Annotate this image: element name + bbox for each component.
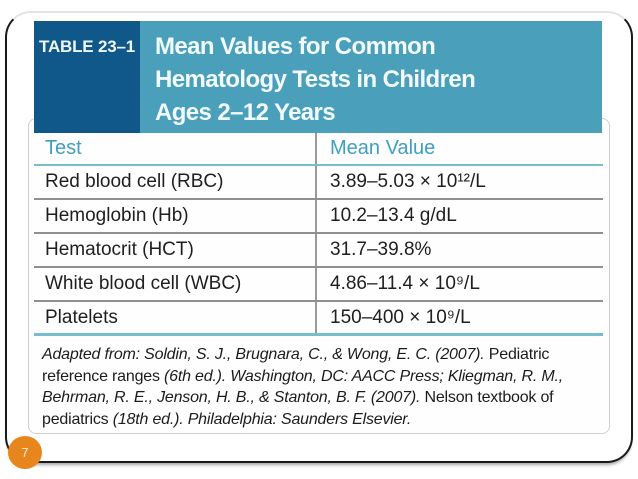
table-title-line-2: Hematology Tests in Children	[155, 66, 476, 93]
column-header-mean-value: Mean Value	[330, 137, 436, 159]
table-number-box: TABLE 23–1	[34, 21, 140, 133]
page-number-badge: 7	[8, 436, 42, 469]
scanned-table-box	[28, 118, 610, 434]
citation-segment: (18th ed.). Philadelphia: Saunders Elsev…	[112, 410, 412, 428]
hematology-table: Test Mean Value Red blood cell (RBC) 3.8…	[34, 133, 603, 336]
table-row: Hematocrit (HCT) 31.7–39.8%	[34, 234, 603, 268]
mean-value-cell: 3.89–5.03 × 10¹²/L	[330, 171, 486, 192]
citation-segment: (6th ed.). Washington, DC: AACC Press; K…	[42, 367, 563, 407]
citation-note: Adapted from: Soldin, S. J., Brugnara, C…	[42, 344, 602, 430]
table-title-box: Mean Values for Common Hematology Tests …	[140, 21, 602, 133]
table-title-line-1: Mean Values for Common	[155, 33, 436, 60]
table-title-line-3: Ages 2–12 Years	[155, 99, 336, 126]
test-name-cell: Hematocrit (HCT)	[34, 234, 317, 266]
table-number-label: TABLE 23–1	[39, 37, 135, 56]
mean-value-cell: 150–400 × 10⁹/L	[330, 306, 471, 328]
table-row: Platelets 150–400 × 10⁹/L	[34, 302, 603, 336]
citation-segment: Adapted from: Soldin, S. J., Brugnara, C…	[42, 346, 489, 363]
table-row: White blood cell (WBC) 4.86–11.4 × 10⁹/L	[34, 268, 603, 302]
citation-segment: Pediatric reference ranges	[42, 346, 550, 385]
page-number: 7	[21, 445, 29, 460]
citation-segment: Nelson textbook of pediatrics	[42, 389, 554, 428]
test-name-cell: Red blood cell (RBC)	[34, 166, 317, 198]
test-name-cell: Hemoglobin (Hb)	[34, 200, 317, 232]
test-name-cell: Platelets	[34, 302, 317, 333]
test-name-cell: White blood cell (WBC)	[34, 268, 317, 300]
column-header-test: Test	[34, 133, 317, 164]
table-row: Red blood cell (RBC) 3.89–5.03 × 10¹²/L	[34, 166, 603, 200]
mean-value-cell: 31.7–39.8%	[330, 239, 432, 260]
table-header-bar: TABLE 23–1 Mean Values for Common Hemato…	[34, 21, 602, 133]
mean-value-cell: 4.86–11.4 × 10⁹/L	[330, 273, 480, 294]
mean-value-cell: 10.2–13.4 g/dL	[330, 205, 457, 226]
table-column-header-row: Test Mean Value	[34, 133, 603, 166]
table-row: Hemoglobin (Hb) 10.2–13.4 g/dL	[34, 200, 603, 234]
